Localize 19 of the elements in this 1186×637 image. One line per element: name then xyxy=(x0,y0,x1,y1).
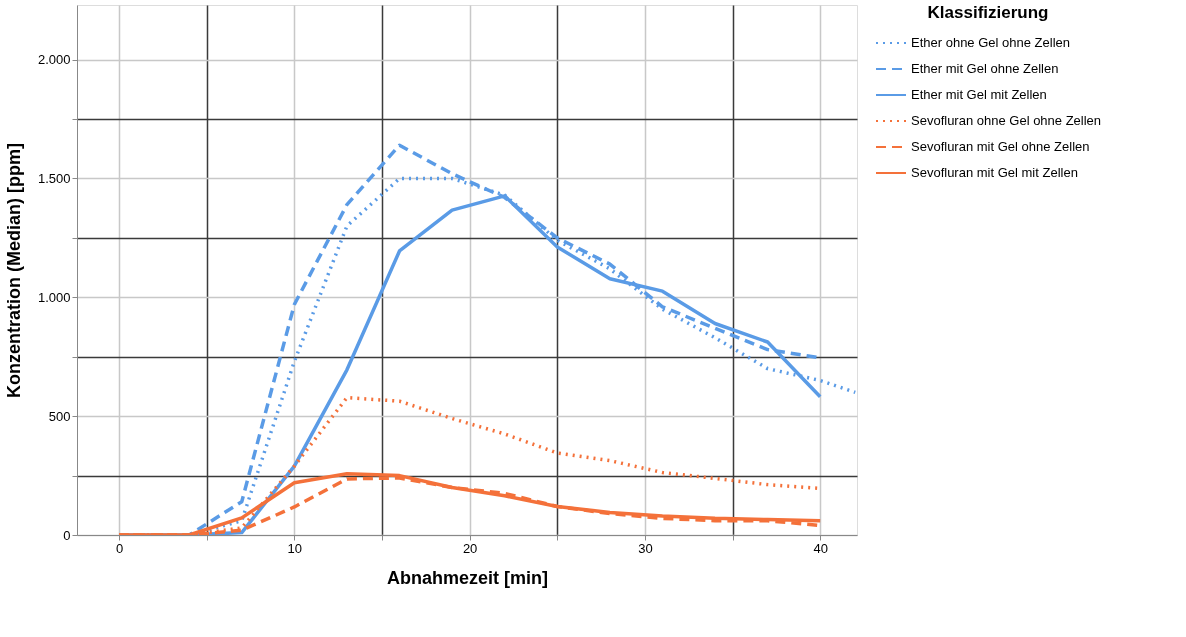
x-tick-label: 30 xyxy=(638,540,653,556)
y-tick-label: 2.000 xyxy=(37,52,71,68)
y-tick-label: 0 xyxy=(63,527,71,543)
legend-title: Klassifizierung xyxy=(927,3,1049,22)
x-axis-title: Abnahmezeit [min] xyxy=(386,567,549,588)
legend-label: Sevofluran mit Gel ohne Zellen xyxy=(911,139,1090,154)
y-tick-label: 500 xyxy=(48,408,71,424)
y-tick-label: 1.500 xyxy=(37,171,71,186)
legend-label: Sevofluran mit Gel mit Zellen xyxy=(911,165,1078,180)
legend-label: Ether mit Gel mit Zellen xyxy=(911,87,1047,102)
legend-label: Ether mit Gel ohne Zellen xyxy=(911,61,1059,76)
legend-label: Sevofluran ohne Gel ohne Zellen xyxy=(911,113,1102,128)
x-tick-label: 0 xyxy=(115,540,124,556)
y-tick-label: 1.000 xyxy=(37,289,71,305)
x-tick-label: 10 xyxy=(287,540,303,556)
y-axis-title: Konzentration (Median) [ppm] xyxy=(3,143,24,398)
legend-label: Ether ohne Gel ohne Zellen xyxy=(911,35,1070,50)
x-tick-label: 40 xyxy=(813,540,828,556)
x-tick-label: 20 xyxy=(462,540,478,556)
